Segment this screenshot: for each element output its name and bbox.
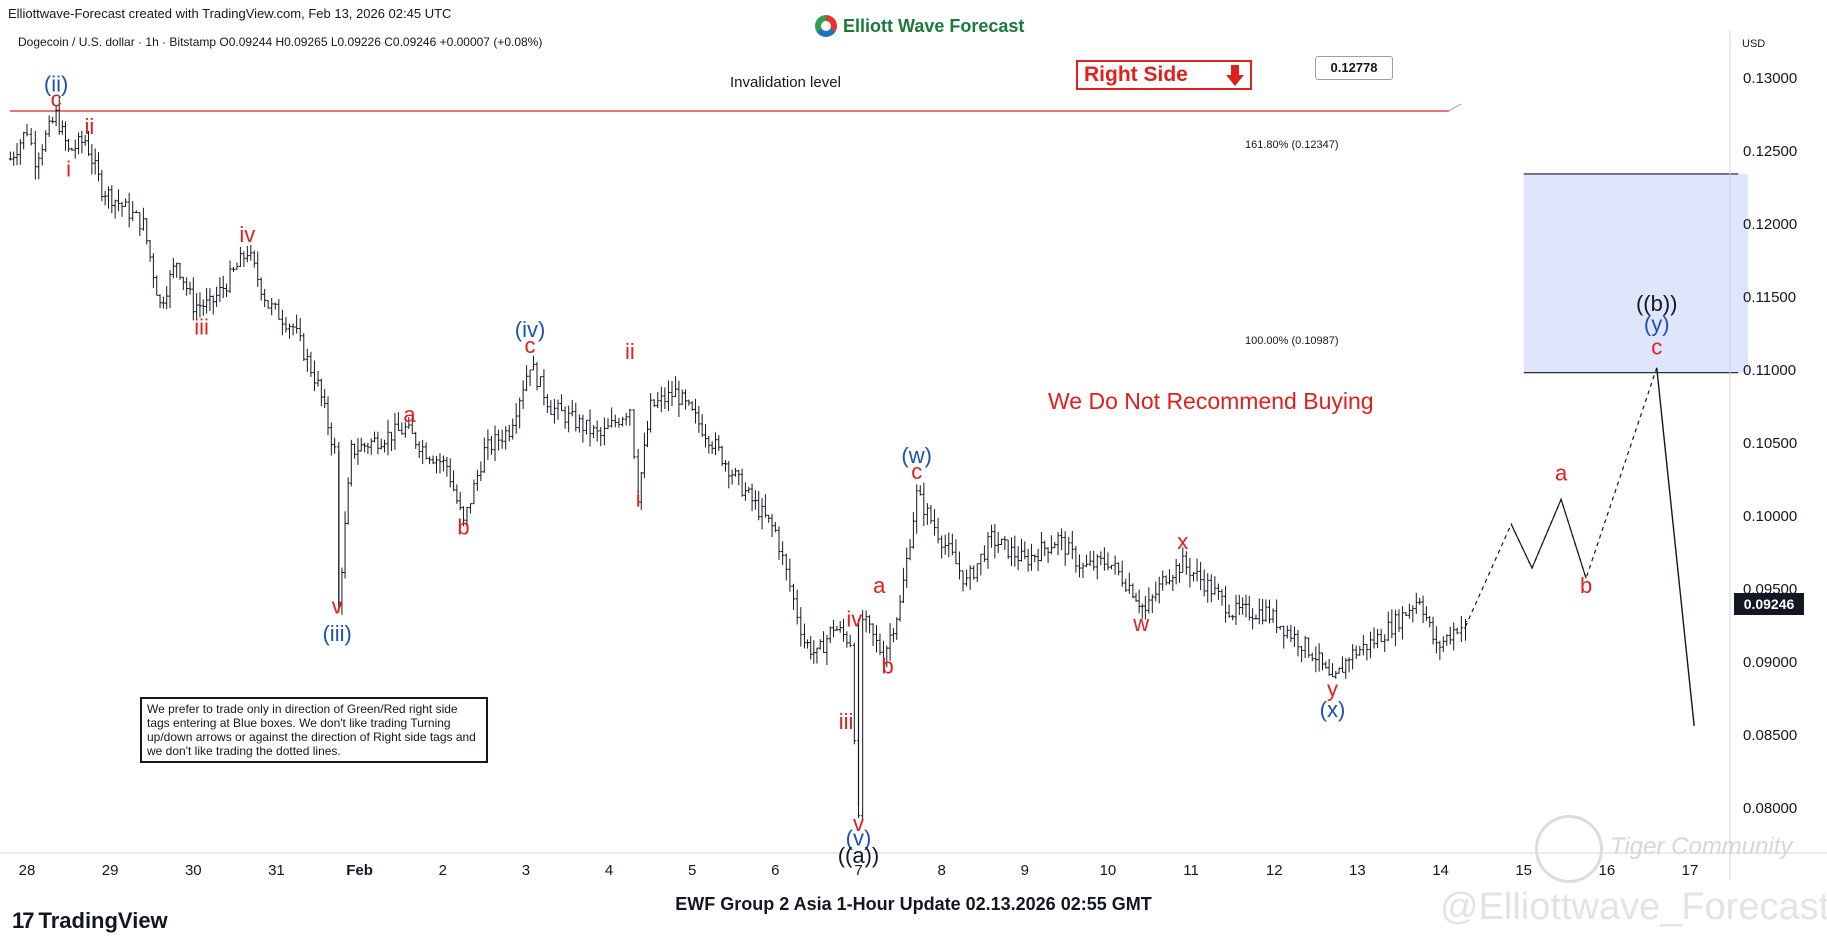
wave-label: c <box>525 333 536 358</box>
wave-label: (y) <box>1644 311 1670 336</box>
wave-label: c <box>51 86 62 111</box>
tradingview-logo[interactable]: 17 TradingView <box>12 908 168 934</box>
footer-title: EWF Group 2 Asia 1-Hour Update 02.13.202… <box>675 894 1152 914</box>
wave-label: x <box>1177 529 1188 554</box>
wave-label: ((b)) <box>1636 291 1678 316</box>
price-tag-connector <box>1448 103 1462 112</box>
wave-label: i <box>66 156 71 181</box>
time-tick: 6 <box>771 862 780 879</box>
time-tick: 14 <box>1432 862 1449 879</box>
wave-label: ii <box>84 114 94 139</box>
no-buy-warning: We Do Not Recommend Buying <box>1048 388 1374 414</box>
wave-label: (x) <box>1320 697 1346 722</box>
time-tick: 28 <box>18 862 36 879</box>
tradingview-icon: 17 <box>12 908 35 933</box>
blue-box-zone <box>1523 173 1749 373</box>
price-tick: 0.08000 <box>1743 800 1798 818</box>
currency-label: USD <box>1742 38 1766 50</box>
time-tick: 3 <box>521 862 531 879</box>
projection-solid-path <box>1510 497 1587 579</box>
wave-label: a <box>1555 460 1568 485</box>
wave-label: iii <box>194 314 209 339</box>
fib-161-label: 161.80% (0.12347) <box>1245 139 1339 151</box>
price-tick: 0.10500 <box>1743 434 1798 452</box>
wave-label: y <box>1327 677 1338 702</box>
time-tick: 31 <box>268 862 285 879</box>
wave-label: i <box>636 487 641 512</box>
invalidation-label: Invalidation level <box>730 74 841 91</box>
projection-dotted-path <box>1464 367 1658 627</box>
wave-label: ii <box>625 339 635 364</box>
price-tick: 0.08500 <box>1743 727 1798 745</box>
tiger-community-icon <box>1535 815 1603 883</box>
right-side-tag: Right Side <box>1076 60 1252 90</box>
time-tick: 13 <box>1349 862 1366 879</box>
wave-label: iv <box>846 607 862 632</box>
wave-label: b <box>457 514 469 539</box>
wave-label: v <box>853 811 864 836</box>
price-tick: 0.09000 <box>1743 654 1798 672</box>
time-tick: 12 <box>1265 862 1283 879</box>
time-tick: 9 <box>1020 862 1029 879</box>
disclaimer-box: We prefer to trade only in direction of … <box>140 697 488 763</box>
wave-label: v <box>332 593 343 618</box>
wave-label: (w) <box>901 443 932 468</box>
time-tick: 4 <box>604 862 614 879</box>
down-arrow-icon <box>1226 64 1244 86</box>
time-tick: 11 <box>1183 862 1199 879</box>
time-tick: 17 <box>1681 862 1699 879</box>
wave-label: iii <box>839 709 854 734</box>
price-tick: 0.13000 <box>1743 69 1798 87</box>
wave-label: ((a)) <box>838 843 880 868</box>
price-tick: 0.11000 <box>1743 361 1797 379</box>
tradingview-name: TradingView <box>38 908 168 933</box>
wave-label: c <box>1651 335 1662 360</box>
brand-name: Elliott Wave Forecast <box>843 15 1025 36</box>
time-tick: 8 <box>937 862 946 879</box>
time-tick: 16 <box>1598 862 1616 879</box>
time-tick: 2 <box>438 862 447 879</box>
created-by-note: Elliottwave-Forecast created with Tradin… <box>8 6 452 21</box>
wave-label: a <box>873 573 886 598</box>
wave-label: (v) <box>846 826 872 851</box>
price-tick: 0.09500 <box>1743 580 1798 598</box>
brand-icon <box>815 15 837 37</box>
watermark: @Elliottwave_Forecast <box>1440 886 1827 928</box>
time-tick: 29 <box>101 862 119 879</box>
time-tick: 7 <box>854 862 863 879</box>
right-side-text: Right Side <box>1084 63 1188 86</box>
wave-label: c <box>911 459 922 484</box>
wave-label: b <box>881 653 893 678</box>
price-tick: 0.12500 <box>1743 142 1798 160</box>
fib-100-label: 100.00% (0.10987) <box>1245 335 1339 347</box>
time-tick: 5 <box>688 862 697 879</box>
invalidation-price-tag: 0.12778 <box>1315 56 1393 80</box>
time-tick: 30 <box>184 862 202 879</box>
wave-label: (iv) <box>515 317 546 342</box>
time-tick: Feb <box>346 862 373 879</box>
tiger-community-text: Tiger Community <box>1610 833 1793 860</box>
wave-label: w <box>1132 611 1149 636</box>
wave-label: (ii) <box>44 72 68 97</box>
wave-label: iv <box>239 222 255 247</box>
brand-logo: Elliott Wave Forecast <box>815 15 1024 37</box>
wave-label: b <box>1580 573 1592 598</box>
current-price-badge: 0.09246 <box>1734 593 1804 615</box>
projection-drop-line <box>1656 367 1695 726</box>
wave-label: a <box>403 402 416 427</box>
price-tick: 0.10000 <box>1743 507 1798 525</box>
price-tick: 0.12000 <box>1743 215 1798 233</box>
price-tick: 0.11500 <box>1743 288 1797 306</box>
symbol-ohlc-line: Dogecoin / U.S. dollar · 1h · Bitstamp O… <box>18 35 543 49</box>
time-tick: 15 <box>1515 862 1533 879</box>
time-tick: 10 <box>1099 862 1117 879</box>
wave-label: (iii) <box>322 621 351 646</box>
